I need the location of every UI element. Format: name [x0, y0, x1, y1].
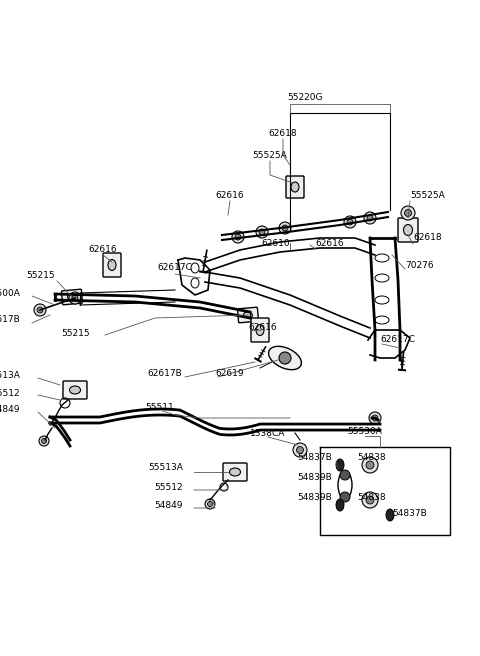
Circle shape — [362, 457, 378, 473]
Text: 62617C: 62617C — [380, 335, 415, 344]
Circle shape — [279, 222, 291, 234]
Text: 54838: 54838 — [357, 453, 385, 462]
Circle shape — [279, 352, 291, 364]
Ellipse shape — [269, 346, 301, 370]
Circle shape — [297, 447, 303, 453]
Circle shape — [372, 415, 378, 421]
Ellipse shape — [404, 224, 412, 236]
Circle shape — [362, 492, 378, 508]
Circle shape — [367, 215, 373, 221]
FancyBboxPatch shape — [61, 289, 83, 305]
Text: 55500A: 55500A — [0, 289, 20, 298]
Circle shape — [293, 443, 307, 457]
Ellipse shape — [70, 386, 81, 394]
Circle shape — [205, 499, 215, 509]
Circle shape — [39, 436, 49, 446]
Text: 62616: 62616 — [216, 190, 244, 199]
Text: 54839B: 54839B — [297, 493, 332, 501]
Ellipse shape — [386, 509, 394, 521]
FancyBboxPatch shape — [251, 318, 269, 342]
Text: 55525A: 55525A — [410, 190, 445, 199]
Text: 55513A: 55513A — [148, 464, 183, 472]
Ellipse shape — [336, 499, 344, 511]
Text: 54849: 54849 — [155, 501, 183, 510]
Text: 54837B: 54837B — [392, 508, 427, 518]
Text: 55215: 55215 — [61, 329, 90, 337]
Ellipse shape — [108, 260, 116, 270]
Circle shape — [401, 206, 415, 220]
Text: 55512: 55512 — [155, 483, 183, 491]
Circle shape — [282, 225, 288, 231]
Text: 55511: 55511 — [145, 403, 174, 411]
FancyBboxPatch shape — [286, 176, 304, 198]
Circle shape — [37, 307, 43, 313]
Text: 62617B: 62617B — [0, 316, 20, 325]
Text: 55512: 55512 — [0, 388, 20, 398]
Circle shape — [369, 412, 381, 424]
Ellipse shape — [68, 294, 76, 300]
Ellipse shape — [243, 312, 252, 318]
Circle shape — [256, 226, 268, 238]
Text: 54837B: 54837B — [297, 453, 332, 462]
Circle shape — [41, 438, 47, 443]
Text: 1338CA: 1338CA — [250, 428, 286, 438]
Circle shape — [340, 492, 350, 502]
Circle shape — [364, 212, 376, 224]
FancyBboxPatch shape — [103, 253, 121, 277]
Text: 62616: 62616 — [248, 323, 276, 333]
FancyBboxPatch shape — [398, 218, 418, 242]
Text: 55220G: 55220G — [287, 94, 323, 102]
Circle shape — [259, 229, 265, 235]
Circle shape — [207, 501, 213, 506]
Circle shape — [34, 304, 46, 316]
Text: 62616: 62616 — [315, 239, 344, 247]
FancyBboxPatch shape — [223, 463, 247, 481]
Ellipse shape — [291, 182, 299, 192]
Text: 55215: 55215 — [26, 270, 55, 279]
Ellipse shape — [336, 459, 344, 471]
Text: 62617C: 62617C — [157, 264, 192, 272]
Circle shape — [347, 219, 353, 225]
Ellipse shape — [229, 468, 240, 476]
Circle shape — [232, 231, 244, 243]
Text: 55525A: 55525A — [252, 150, 288, 159]
Text: 54838: 54838 — [357, 493, 385, 501]
Circle shape — [340, 470, 350, 480]
Text: 62616: 62616 — [89, 245, 117, 255]
Circle shape — [405, 209, 411, 216]
Text: 62618: 62618 — [269, 129, 297, 138]
Text: 54849: 54849 — [0, 405, 20, 415]
Circle shape — [344, 216, 356, 228]
FancyBboxPatch shape — [238, 307, 259, 323]
Circle shape — [69, 292, 81, 304]
FancyBboxPatch shape — [63, 381, 87, 399]
Text: 62619: 62619 — [215, 369, 244, 377]
Circle shape — [366, 496, 374, 504]
Text: 62610: 62610 — [262, 239, 290, 247]
Text: 55530A: 55530A — [348, 428, 383, 436]
Text: 62617B: 62617B — [147, 369, 182, 377]
Text: 55513A: 55513A — [0, 371, 20, 380]
Circle shape — [72, 295, 78, 301]
Text: 70276: 70276 — [405, 260, 433, 270]
Ellipse shape — [256, 325, 264, 335]
Circle shape — [366, 461, 374, 469]
Text: 54839B: 54839B — [297, 472, 332, 482]
Text: 62618: 62618 — [413, 234, 442, 243]
Circle shape — [235, 234, 241, 240]
